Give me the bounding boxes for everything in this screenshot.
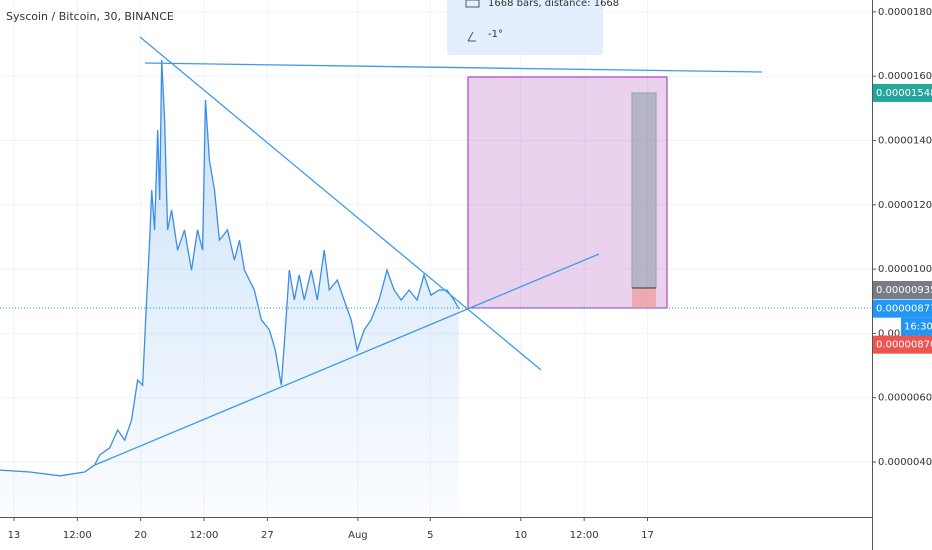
target-bar: [631, 92, 657, 289]
price-label-box: [873, 335, 932, 354]
time-axis: [0, 517, 872, 550]
icon: [467, 31, 476, 42]
tooltip: 1668 bars, distance: 1668 -1°: [447, 0, 619, 55]
x-tick-label: 27: [261, 530, 274, 541]
trend-line: [94, 253, 600, 466]
price-label-box: [873, 299, 932, 318]
price-label-box: [873, 281, 932, 300]
x-tick-label: 13: [8, 530, 21, 541]
x-tick-label: 12:00: [190, 530, 219, 541]
stop-bar: [632, 288, 656, 308]
x-tick-label: 20: [134, 530, 147, 541]
tooltip-text: -1°: [488, 29, 503, 40]
countdown-label: 16:30: [904, 322, 932, 333]
x-tick-label: Aug: [348, 530, 368, 541]
x-tick-label: 10: [514, 530, 527, 541]
countdown-box: [901, 317, 932, 336]
price-label: 0.00001548: [876, 88, 932, 99]
price-label-box: [873, 83, 932, 102]
price-label: 0.00000870: [876, 340, 932, 351]
x-tick-label: 17: [641, 530, 654, 541]
price-label: 0.00000935: [876, 285, 932, 296]
price-line: [0, 60, 460, 477]
tooltip-box: [447, 0, 603, 55]
trend-line: [139, 36, 542, 371]
trend-line: [144, 62, 763, 73]
icon: [465, 0, 480, 8]
chart-title: Syscoin / Bitcoin, 30, BINANCE: [6, 10, 174, 23]
x-tick-label: 12:00: [63, 530, 92, 541]
tooltip-text: 1668 bars, distance: 1668: [488, 0, 619, 9]
price-label: 0.00000877: [876, 304, 932, 315]
area: [0, 60, 459, 517]
x-tick-label: 12:00: [570, 530, 599, 541]
x-tick-label: 5: [427, 530, 433, 541]
position-box: [467, 76, 668, 309]
y-tick-label: 0.00001800: [878, 7, 932, 18]
drawings: [0, 36, 872, 466]
